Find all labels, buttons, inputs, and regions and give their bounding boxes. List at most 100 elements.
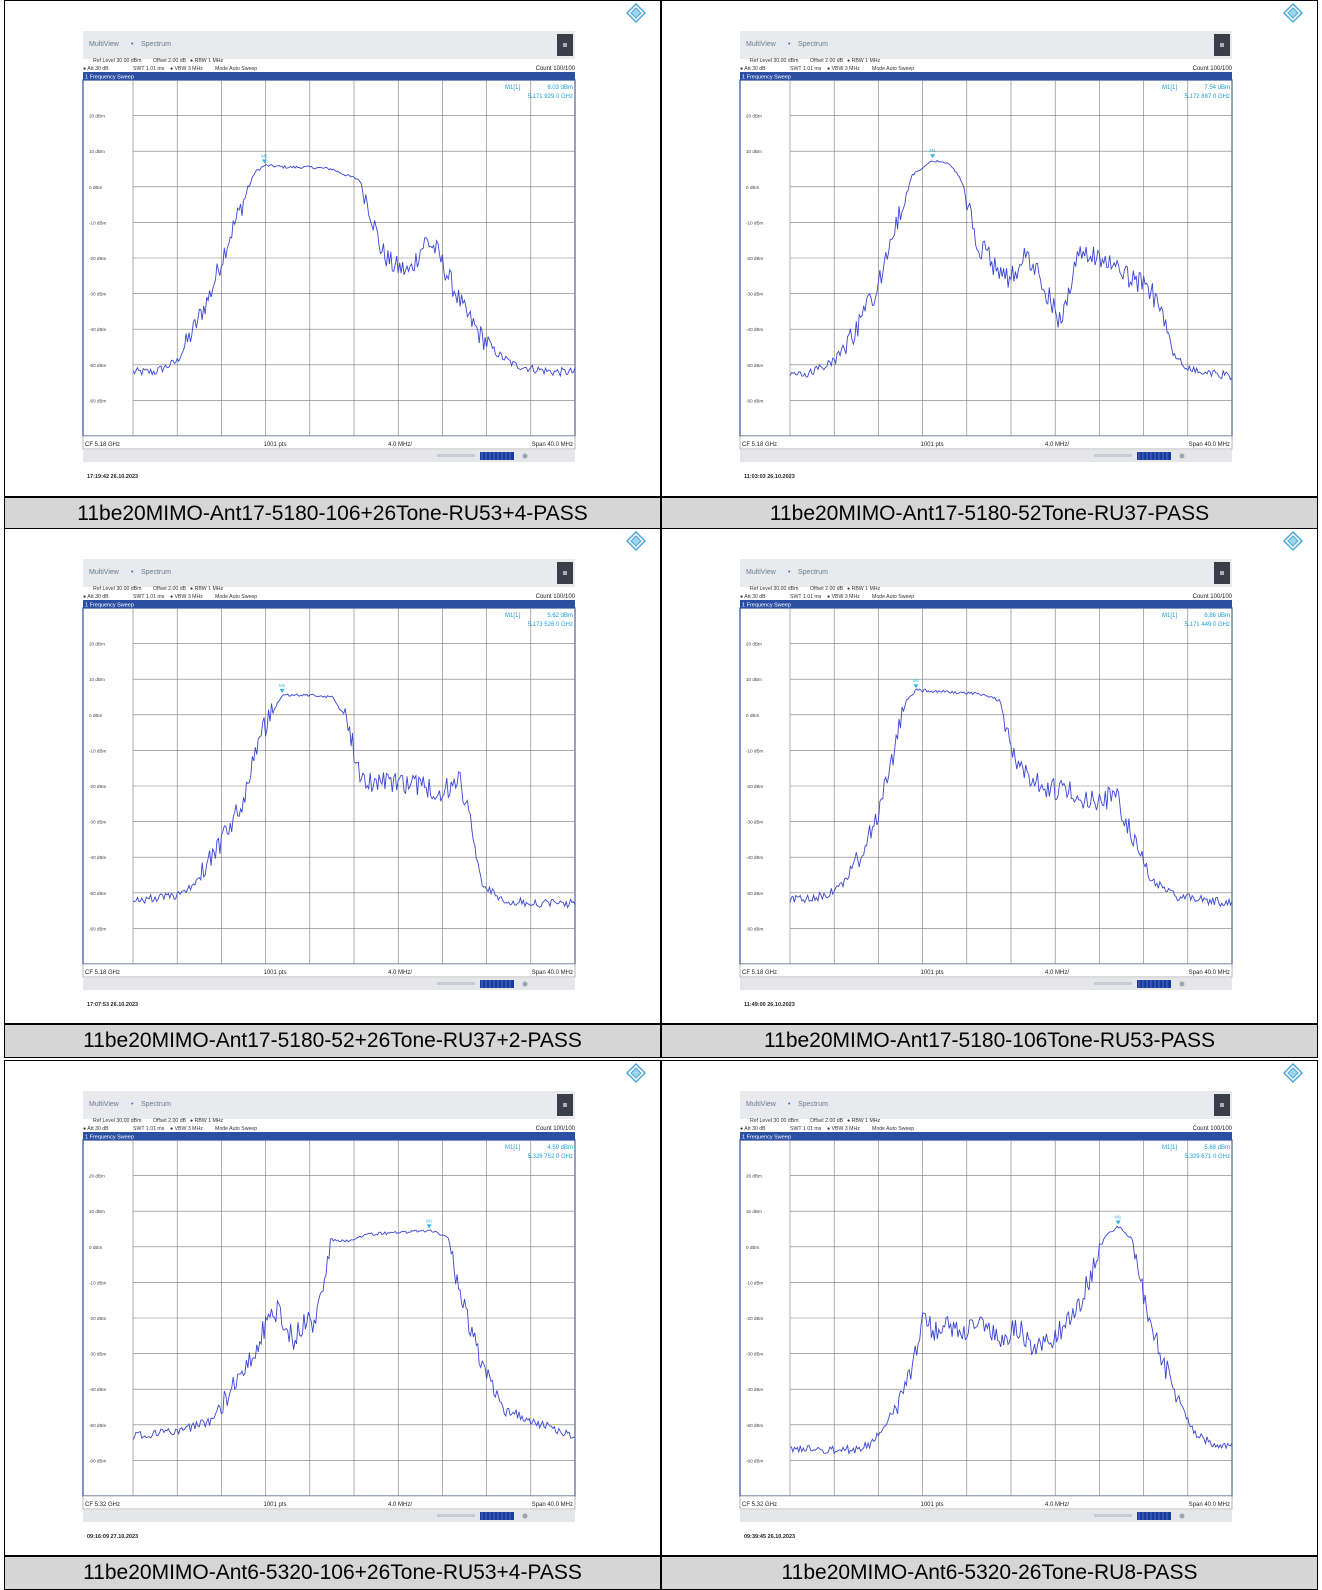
marker-frequency: 5.171 929 0 GHz xyxy=(528,94,573,100)
tab-spectrum[interactable]: Spectrum xyxy=(798,41,828,48)
status-indicator xyxy=(480,1512,514,1520)
spectrum-screenshot: MultiView • Spectrum Ref Level 30.00 dBm Off… xyxy=(82,1062,647,1540)
tab-spectrum[interactable]: Spectrum xyxy=(141,41,171,48)
y-tick-label: -10 dBm xyxy=(746,220,764,225)
vbw-value: ● VBW 3 MHz xyxy=(170,594,203,600)
logo-diamond xyxy=(1282,1062,1304,1084)
sweep-points: 1001 pts xyxy=(263,970,286,976)
plot-footer xyxy=(82,1495,576,1510)
plot-footer xyxy=(739,963,1233,978)
rbw-value: ● RBW 1 MHz xyxy=(190,586,224,592)
trace-title-bar xyxy=(83,1132,575,1140)
marker-frequency: 5.171 449 0 GHz xyxy=(1185,622,1230,628)
status-indicator xyxy=(1137,980,1171,988)
plot-footer xyxy=(82,963,576,978)
instrument-toolbar xyxy=(740,559,1232,587)
marker-frequency: 5.326 752 0 GHz xyxy=(528,1154,573,1160)
status-bar xyxy=(740,1510,1232,1522)
status-bar xyxy=(740,978,1232,990)
instrument-toolbar xyxy=(83,559,575,587)
sweep-points: 1001 pts xyxy=(920,970,943,976)
status-progress-track xyxy=(437,982,475,985)
rbw-value: ● RBW 1 MHz xyxy=(190,1118,224,1124)
ref-level: Ref Level 30.00 dBm xyxy=(93,58,141,64)
spectrum-trace xyxy=(132,164,576,378)
att-value: ● Att 30 dB xyxy=(740,594,766,600)
y-tick-label: -40 dBm xyxy=(746,855,764,860)
spectrum-screenshot: MultiView • Spectrum Ref Level 30.00 dBm Off… xyxy=(82,530,647,1008)
frequency-span: Span 40.0 MHz xyxy=(532,970,573,976)
app-name: MultiView xyxy=(746,569,777,576)
marker-name: M1[1] xyxy=(1162,613,1177,619)
frequency-division: 4.0 MHz/ xyxy=(388,970,412,976)
window-button-icon xyxy=(563,571,567,575)
logo-inner xyxy=(630,535,642,547)
marker-m1-label: M1 xyxy=(426,1218,433,1223)
capture-timestamp: 09:39:45 26.10.2023 xyxy=(744,1534,795,1540)
offset-value: Offset 2.00 dB xyxy=(810,58,844,64)
marker-m1-icon xyxy=(426,1224,432,1229)
y-tick-label: 10 dBm xyxy=(746,1209,762,1214)
y-tick-label: -30 dBm xyxy=(89,292,107,297)
marker-frequency: 5.329 671 0 GHz xyxy=(1185,1154,1230,1160)
tab-spectrum[interactable]: Spectrum xyxy=(141,569,171,576)
frequency-span: Span 40.0 MHz xyxy=(532,442,573,448)
trace-title: 1 Frequency Sweep xyxy=(742,1135,791,1141)
tab-dot-icon: • xyxy=(788,569,791,576)
marker-level: 6.03 dBm xyxy=(547,85,573,91)
status-bar xyxy=(83,978,575,990)
swt-value: SWT 1.01 ms xyxy=(790,1126,822,1132)
plot-footer xyxy=(739,435,1233,450)
tab-spectrum[interactable]: Spectrum xyxy=(798,1101,828,1108)
y-tick-label: 0 dBm xyxy=(89,713,102,718)
center-frequency: CF 5.18 GHz xyxy=(742,442,777,448)
swt-value: SWT 1.01 ms xyxy=(133,1126,165,1132)
app-name: MultiView xyxy=(746,1101,777,1108)
plot-footer xyxy=(82,435,576,450)
sweep-count: Count 100/100 xyxy=(1193,66,1233,72)
status-bar xyxy=(83,450,575,462)
app-name: MultiView xyxy=(89,569,120,576)
trace-title-bar xyxy=(740,1132,1232,1140)
y-tick-label: 10 dBm xyxy=(89,677,105,682)
y-tick-label: -10 dBm xyxy=(746,1280,764,1285)
logo-diamond xyxy=(625,530,647,552)
frequency-span: Span 40.0 MHz xyxy=(1189,1502,1230,1508)
trace-title: 1 Frequency Sweep xyxy=(85,603,134,609)
frequency-span: Span 40.0 MHz xyxy=(1189,442,1230,448)
frequency-division: 4.0 MHz/ xyxy=(1045,442,1069,448)
rs-logo-icon xyxy=(1282,2,1304,24)
marker-m1-label: M1 xyxy=(913,678,920,683)
plot-grid xyxy=(132,608,576,964)
offset-value: Offset 2.00 dB xyxy=(810,1118,844,1124)
spectrum-screenshot: MultiView • Spectrum Ref Level 30.00 dBm Off… xyxy=(739,1062,1304,1540)
y-tick-label: -20 dBm xyxy=(746,1316,764,1321)
status-indicator xyxy=(480,452,514,460)
logo-inner xyxy=(1287,535,1299,547)
capture-timestamp: 11:03:03 26.10.2023 xyxy=(744,474,795,480)
y-tick-label: -20 dBm xyxy=(89,256,107,261)
y-tick-label: 10 dBm xyxy=(89,149,105,154)
status-gear-icon xyxy=(522,981,528,987)
y-tick-label: -40 dBm xyxy=(89,1387,107,1392)
att-value: ● Att 30 dB xyxy=(740,1126,766,1132)
y-tick-label: -50 dBm xyxy=(89,1423,107,1428)
sweep-mode: Mode Auto Sweep xyxy=(215,594,257,600)
marker-m1-label: M1 xyxy=(1115,1215,1122,1220)
center-frequency: CF 5.18 GHz xyxy=(742,970,777,976)
status-indicator xyxy=(1137,452,1171,460)
y-tick-label: -50 dBm xyxy=(746,363,764,368)
marker-level: 5.62 dBm xyxy=(547,613,573,619)
marker-m1-icon xyxy=(261,159,267,164)
y-tick-label: -50 dBm xyxy=(89,891,107,896)
y-tick-label: -60 dBm xyxy=(89,926,107,931)
offset-value: Offset 2.00 dB xyxy=(810,586,844,592)
tab-spectrum[interactable]: Spectrum xyxy=(141,1101,171,1108)
trace-title-bar xyxy=(83,600,575,608)
y-tick-label: -10 dBm xyxy=(89,748,107,753)
tab-dot-icon: • xyxy=(788,41,791,48)
marker-frequency: 5.173 526 0 GHz xyxy=(528,622,573,628)
y-tick-label: 10 dBm xyxy=(746,677,762,682)
sweep-mode: Mode Auto Sweep xyxy=(215,1126,257,1132)
tab-spectrum[interactable]: Spectrum xyxy=(798,569,828,576)
